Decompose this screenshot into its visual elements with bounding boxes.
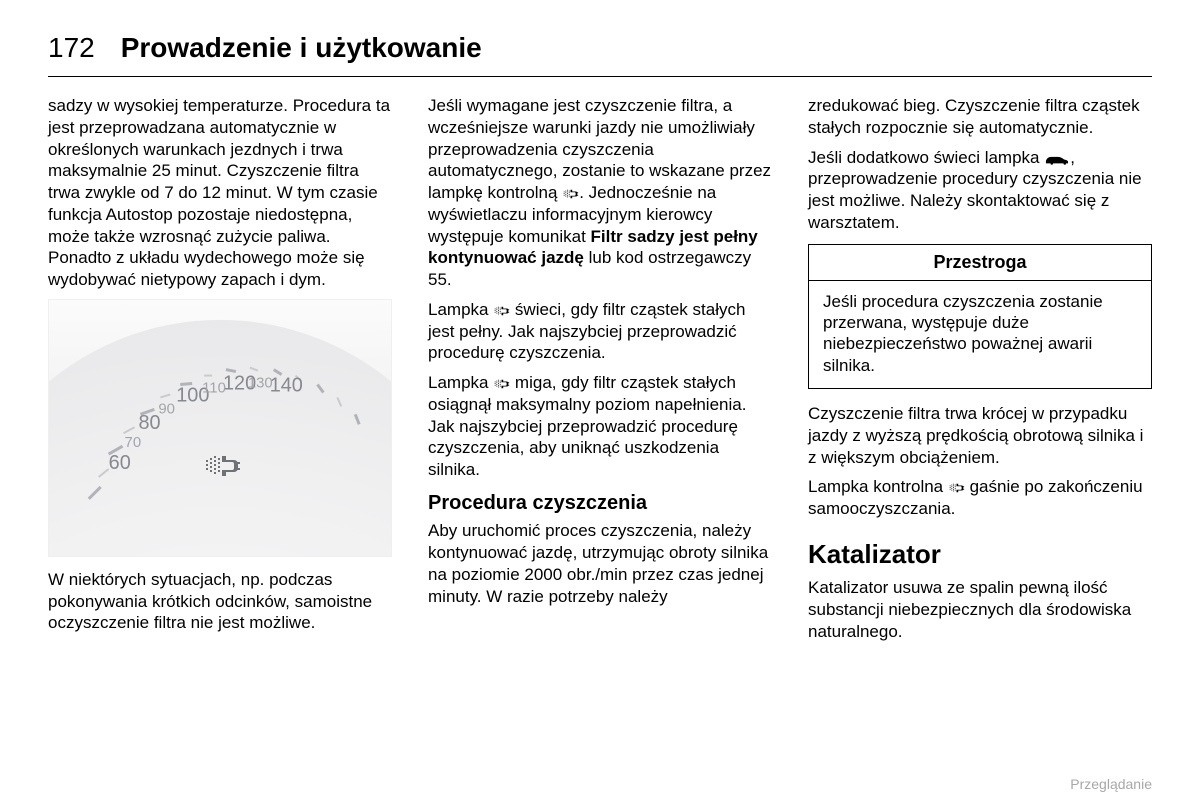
col2-paragraph-4: Aby uruchomić proces czyszczenia, należy…: [428, 520, 772, 607]
col3-paragraph-5: Katalizator usuwa ze spalin pewną ilość …: [808, 577, 1152, 642]
dpf-icon: [493, 378, 510, 390]
text: Lampka kontrolna: [808, 477, 948, 496]
page-header: 172 Prowadzenie i użytkowanie: [48, 32, 1152, 77]
dpf-warning-icon: [202, 452, 242, 480]
col3-paragraph-4: Lampka kontrolna gaśnie po zakończeniu s…: [808, 476, 1152, 520]
col2-paragraph-1: Jeśli wymagane jest czyszczenie filtra, …: [428, 95, 772, 291]
page-number: 172: [48, 32, 95, 64]
col2-paragraph-3: Lampka miga, gdy filtr cząstek stałych o…: [428, 372, 772, 481]
col1-paragraph-1: sadzy w wysokiej temperaturze. Procedura…: [48, 95, 392, 291]
col3-paragraph-2: Jeśli dodatkowo świeci lampka , przeprow…: [808, 147, 1152, 234]
manual-page: 172 Prowadzenie i użytkowanie sadzy w wy…: [0, 0, 1200, 802]
svg-text:130: 130: [248, 375, 273, 391]
catalytic-converter-heading: Katalizator: [808, 538, 1152, 571]
page-title: Prowadzenie i użytkowanie: [121, 32, 482, 64]
content-columns: sadzy w wysokiej temperaturze. Procedura…: [48, 95, 1152, 650]
svg-text:80: 80: [138, 412, 160, 434]
col3-paragraph-3: Czyszczenie filtra trwa krócej w przypad…: [808, 403, 1152, 468]
caution-body: Jeśli procedura czyszczenia zostanie prz…: [809, 281, 1151, 389]
col3-paragraph-1: zredukować bieg. Czyszczenie filtra cząs…: [808, 95, 1152, 139]
footer-label: Przeglądanie: [1070, 776, 1152, 792]
text: Lampka: [428, 300, 493, 319]
dpf-icon: [493, 305, 510, 317]
car-icon: [1044, 154, 1070, 165]
text: Jeśli dodatkowo świeci lampka: [808, 148, 1044, 167]
caution-title: Przestroga: [809, 245, 1151, 281]
svg-text:140: 140: [270, 374, 303, 396]
gauge-illustration: 60 80 100 120 140 70 90 110 130: [48, 299, 392, 557]
text: Lampka: [428, 373, 493, 392]
svg-text:70: 70: [125, 435, 142, 451]
svg-text:110: 110: [202, 380, 226, 396]
svg-text:90: 90: [158, 401, 175, 417]
caution-box: Przestroga Jeśli procedura czyszczenia z…: [808, 244, 1152, 390]
col2-paragraph-2: Lampka świeci, gdy filtr cząstek stałych…: [428, 299, 772, 364]
speedometer-svg: 60 80 100 120 140 70 90 110 130: [49, 300, 391, 557]
cleaning-procedure-heading: Procedura czyszczenia: [428, 491, 772, 517]
dpf-icon: [948, 482, 965, 494]
col1-paragraph-2: W niektórych sytuacjach, np. podczas pok…: [48, 569, 392, 634]
column-1: sadzy w wysokiej temperaturze. Procedura…: [48, 95, 392, 650]
svg-text:60: 60: [109, 452, 131, 474]
column-3: zredukować bieg. Czyszczenie filtra cząs…: [808, 95, 1152, 650]
dpf-icon: [562, 188, 579, 200]
column-2: Jeśli wymagane jest czyszczenie filtra, …: [428, 95, 772, 650]
